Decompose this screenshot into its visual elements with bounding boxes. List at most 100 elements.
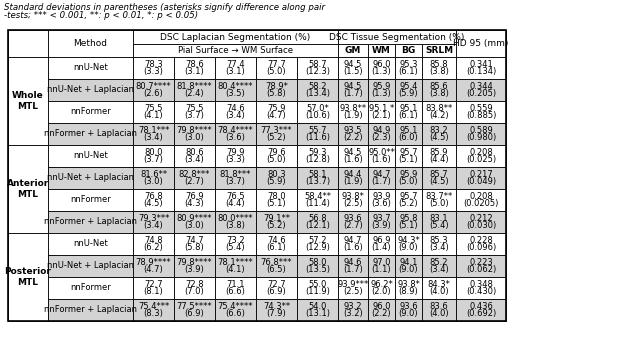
Bar xyxy=(368,211,395,233)
Text: (6.2): (6.2) xyxy=(143,244,163,252)
Text: 94.7: 94.7 xyxy=(344,235,362,245)
Bar xyxy=(48,145,133,167)
Text: 78.3: 78.3 xyxy=(144,59,163,69)
Text: 75.5: 75.5 xyxy=(185,103,204,113)
Text: Anterior
MTL: Anterior MTL xyxy=(7,179,49,199)
Text: 93.7: 93.7 xyxy=(372,214,391,222)
Text: (4.5): (4.5) xyxy=(429,133,449,143)
Text: 74.7: 74.7 xyxy=(185,235,204,245)
Text: 72.8: 72.8 xyxy=(185,279,204,289)
Text: 95.1 *: 95.1 * xyxy=(369,103,394,113)
Bar xyxy=(48,233,133,255)
Text: (3.3): (3.3) xyxy=(225,156,245,164)
Text: 74.6: 74.6 xyxy=(226,103,245,113)
Text: (6.9): (6.9) xyxy=(184,309,204,319)
Bar xyxy=(133,57,174,79)
Bar xyxy=(297,57,338,79)
Bar xyxy=(368,299,395,321)
Text: (3.9): (3.9) xyxy=(372,221,392,231)
Text: 77.3***: 77.3*** xyxy=(260,126,292,134)
Text: (1.3): (1.3) xyxy=(372,68,392,76)
Bar xyxy=(297,79,338,101)
Text: 93.8*: 93.8* xyxy=(342,191,364,201)
Bar xyxy=(338,299,368,321)
Text: 79.8****: 79.8**** xyxy=(177,126,212,134)
Text: (0.049): (0.049) xyxy=(466,177,496,187)
Text: (6.9): (6.9) xyxy=(267,288,286,296)
Bar xyxy=(256,101,297,123)
Text: (0.096): (0.096) xyxy=(466,244,496,252)
Bar xyxy=(456,277,506,299)
Bar xyxy=(8,233,48,321)
Text: 94.6: 94.6 xyxy=(344,258,362,266)
Bar xyxy=(456,233,506,255)
Bar xyxy=(368,145,395,167)
Text: (1.4): (1.4) xyxy=(372,244,391,252)
Bar xyxy=(215,145,256,167)
Bar xyxy=(456,145,506,167)
Bar xyxy=(422,211,456,233)
Text: DSC Laplacian Segmentation (%): DSC Laplacian Segmentation (%) xyxy=(161,32,310,42)
Text: (3.6): (3.6) xyxy=(225,133,245,143)
Text: 81.6**: 81.6** xyxy=(140,170,167,178)
Text: (1.6): (1.6) xyxy=(372,156,392,164)
Text: (3.4): (3.4) xyxy=(429,265,449,275)
Bar xyxy=(297,145,338,167)
Bar xyxy=(174,189,215,211)
Text: Method: Method xyxy=(74,39,108,48)
Text: (0.692): (0.692) xyxy=(466,309,496,319)
Text: (0.885): (0.885) xyxy=(466,112,496,120)
Text: (3.0): (3.0) xyxy=(184,133,204,143)
Text: nnFormer + Laplacian: nnFormer + Laplacian xyxy=(44,130,137,138)
Text: 79.8****: 79.8**** xyxy=(177,258,212,266)
Text: 55.7: 55.7 xyxy=(308,126,327,134)
Text: 75.5: 75.5 xyxy=(144,103,163,113)
Bar xyxy=(422,44,456,57)
Bar xyxy=(133,123,174,145)
Bar xyxy=(297,189,338,211)
Text: 94.5: 94.5 xyxy=(344,59,362,69)
Text: 0.436: 0.436 xyxy=(469,302,493,310)
Text: (0.980): (0.980) xyxy=(466,133,496,143)
Bar xyxy=(256,167,297,189)
Text: (2.3): (2.3) xyxy=(372,133,392,143)
Text: nnFormer + Laplacian: nnFormer + Laplacian xyxy=(44,218,137,226)
Bar xyxy=(456,167,506,189)
Bar xyxy=(215,233,256,255)
Bar xyxy=(456,101,506,123)
Bar xyxy=(215,277,256,299)
Text: (3.9): (3.9) xyxy=(184,265,204,275)
Text: 95.8: 95.8 xyxy=(399,214,418,222)
Bar xyxy=(215,57,256,79)
Bar xyxy=(133,189,174,211)
Bar xyxy=(174,123,215,145)
Text: 97.0: 97.0 xyxy=(372,258,391,266)
Text: 83.8**: 83.8** xyxy=(426,103,452,113)
Text: 0.344: 0.344 xyxy=(469,82,493,90)
Text: (5.8): (5.8) xyxy=(267,89,286,99)
Bar xyxy=(133,255,174,277)
Bar xyxy=(395,277,422,299)
Bar xyxy=(368,57,395,79)
Text: 80.0****: 80.0**** xyxy=(218,214,253,222)
Text: (4.0): (4.0) xyxy=(429,309,449,319)
Bar xyxy=(133,211,174,233)
Bar xyxy=(297,255,338,277)
Bar xyxy=(48,277,133,299)
Text: HD 95 (mm): HD 95 (mm) xyxy=(453,39,509,48)
Text: 95.7: 95.7 xyxy=(399,147,418,157)
Text: 78.0: 78.0 xyxy=(267,191,286,201)
Bar xyxy=(422,277,456,299)
Bar xyxy=(338,44,368,57)
Text: 76.9: 76.9 xyxy=(185,191,204,201)
Text: 83.6: 83.6 xyxy=(429,302,449,310)
Text: (3.0): (3.0) xyxy=(143,177,163,187)
Text: nnFormer: nnFormer xyxy=(70,195,111,205)
Bar xyxy=(48,211,133,233)
Text: (4.7): (4.7) xyxy=(267,112,286,120)
Text: 55.0: 55.0 xyxy=(308,279,326,289)
Bar xyxy=(338,211,368,233)
Text: 85.6: 85.6 xyxy=(429,82,448,90)
Text: 80.6: 80.6 xyxy=(185,147,204,157)
Text: (10.6): (10.6) xyxy=(305,112,330,120)
